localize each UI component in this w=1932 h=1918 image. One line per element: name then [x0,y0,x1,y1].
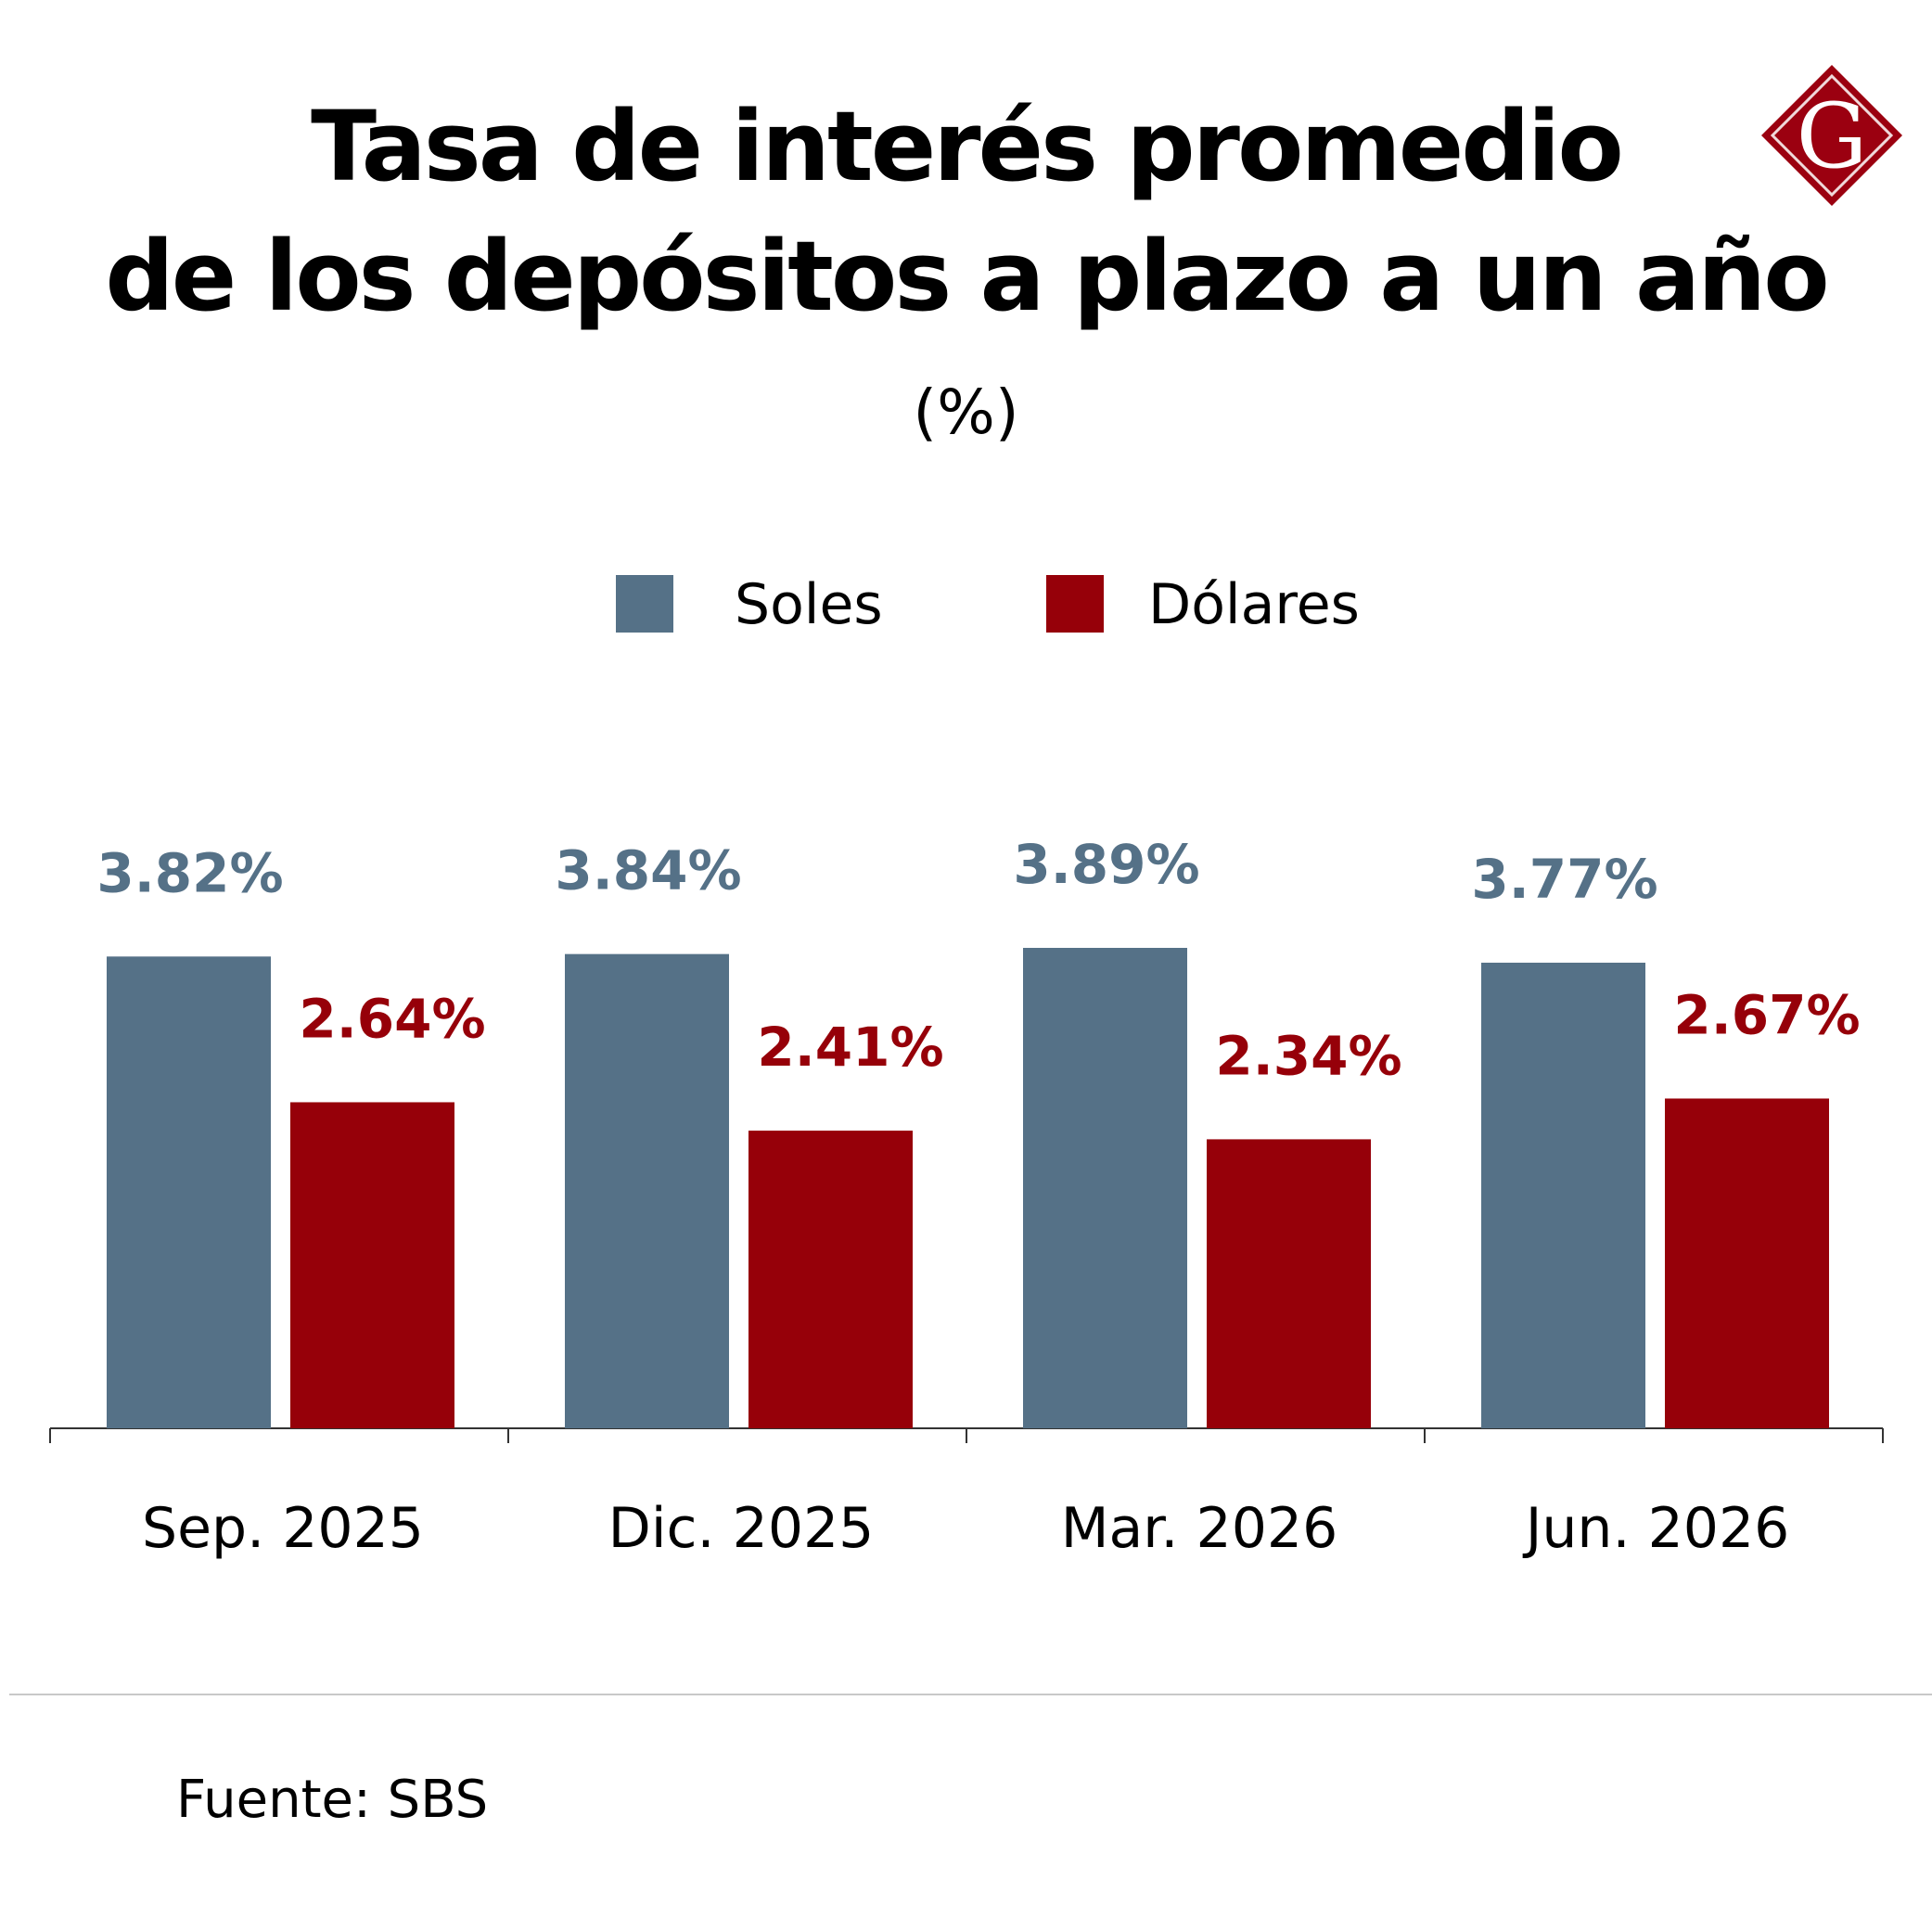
bar-dolares [748,1131,913,1428]
x-tick-label: Dic. 2025 [608,1496,875,1561]
legend-swatch-soles [616,575,673,633]
x-tick-label: Jun. 2026 [1522,1496,1790,1561]
legend-label-soles: Soles [735,572,883,637]
data-label-soles: 3.77% [1471,848,1657,911]
bar-dolares [1665,1098,1829,1428]
chart-subtitle: (%) [913,377,1019,448]
legend-label-dolares: Dólares [1148,572,1360,637]
chart-title-line-1: Tasa de interés promedio [311,90,1624,203]
bar-soles [1023,948,1187,1428]
chart-title-line-2: de los depósitos a plazo a un año [105,220,1829,333]
x-tick-label: Sep. 2025 [142,1496,424,1561]
x-tick-label: Mar. 2026 [1061,1496,1338,1561]
legend: Soles Dólares [0,575,1932,634]
data-label-soles: 3.84% [555,839,741,902]
data-label-dolares: 2.64% [299,987,485,1050]
bar-soles [1481,962,1645,1428]
g-diamond-logo-icon: G [1761,65,1902,206]
bar-dolares [290,1102,454,1428]
data-label-soles: 3.89% [1013,833,1199,896]
data-label-dolares: 2.41% [757,1016,943,1079]
logo-diamond [1761,65,1902,206]
data-label-dolares: 2.34% [1215,1024,1401,1087]
legend-swatch-dolares [1046,575,1104,633]
bar-dolares [1207,1139,1371,1428]
footer-divider [9,1694,1932,1695]
bar-soles [565,953,729,1428]
data-label-dolares: 2.67% [1673,983,1860,1046]
chart-title: Tasa de interés promedio de los depósito… [0,82,1932,341]
logo-letter: G [1797,84,1868,188]
bar-soles [107,956,271,1428]
bar-chart: 3.82% 2.64% Sep. 2025 3.84% 2.41% Dic. 2025 3.… [49,833,1884,1561]
source-note: Fuente: SBS [176,1770,489,1830]
data-label-soles: 3.82% [96,841,283,904]
